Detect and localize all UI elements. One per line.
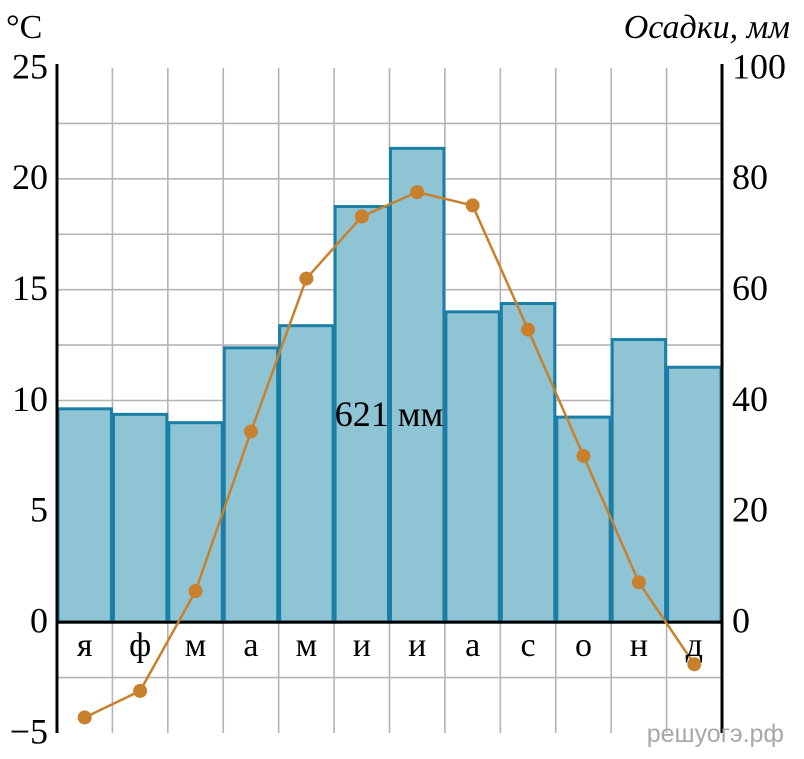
precipitation-tick-label: 100 — [732, 46, 786, 86]
right-axis-title: Осадки, мм — [624, 9, 790, 46]
month-label: с — [520, 627, 535, 664]
temperature-tick-label: 0 — [30, 600, 48, 640]
precipitation-bar — [499, 302, 557, 624]
temperature-tick-label: −5 — [10, 711, 48, 751]
temperature-tick-label: 20 — [12, 157, 48, 197]
precipitation-bar — [666, 365, 723, 624]
temperature-point — [687, 657, 702, 672]
temperature-point — [354, 209, 369, 224]
month-label: д — [686, 627, 703, 664]
temperature-point — [465, 198, 480, 213]
month-label: о — [575, 627, 592, 664]
month-label: и — [408, 627, 426, 664]
precipitation-tick-label: 40 — [732, 379, 768, 419]
precipitation-tick-label: 60 — [732, 268, 768, 308]
temperature-point — [410, 185, 425, 200]
month-label: я — [77, 627, 93, 664]
month-label: м — [296, 627, 318, 664]
precipitation-bar — [444, 310, 501, 624]
month-label: ф — [129, 627, 151, 664]
temperature-tick-label: 5 — [30, 490, 48, 530]
temperature-tick-label: 10 — [12, 379, 48, 419]
month-label: а — [465, 627, 480, 664]
temperature-point — [77, 710, 92, 725]
temperature-point — [133, 683, 148, 698]
temperature-point — [631, 575, 646, 590]
precipitation-bar — [389, 146, 446, 624]
precipitation-bar — [278, 324, 335, 624]
temperature-point — [299, 271, 314, 286]
temperature-point — [188, 584, 203, 599]
precipitation-bar — [111, 412, 169, 624]
left-axis-title: °C — [6, 9, 42, 46]
watermark: решуогэ.рф — [647, 720, 784, 748]
temperature-point — [243, 424, 258, 439]
precipitation-bar — [56, 407, 113, 624]
precipitation-bars — [56, 146, 723, 624]
total-precipitation-label: 621 мм — [335, 394, 444, 434]
temperature-point — [521, 322, 536, 337]
precipitation-bar — [610, 338, 668, 624]
month-label: м — [185, 627, 207, 664]
precipitation-bar — [555, 415, 612, 624]
temperature-line — [77, 185, 702, 725]
temperature-tick-label: 25 — [12, 46, 48, 86]
axes — [55, 64, 724, 733]
precipitation-tick-label: 80 — [732, 157, 768, 197]
month-label: и — [353, 627, 371, 664]
temperature-tick-label: 15 — [12, 268, 48, 308]
month-label: а — [243, 627, 258, 664]
temperature-series-line — [84, 190, 696, 719]
month-label: н — [630, 627, 648, 664]
temperature-point — [576, 448, 591, 463]
precipitation-tick-label: 20 — [732, 490, 768, 530]
precipitation-tick-label: 0 — [732, 600, 750, 640]
